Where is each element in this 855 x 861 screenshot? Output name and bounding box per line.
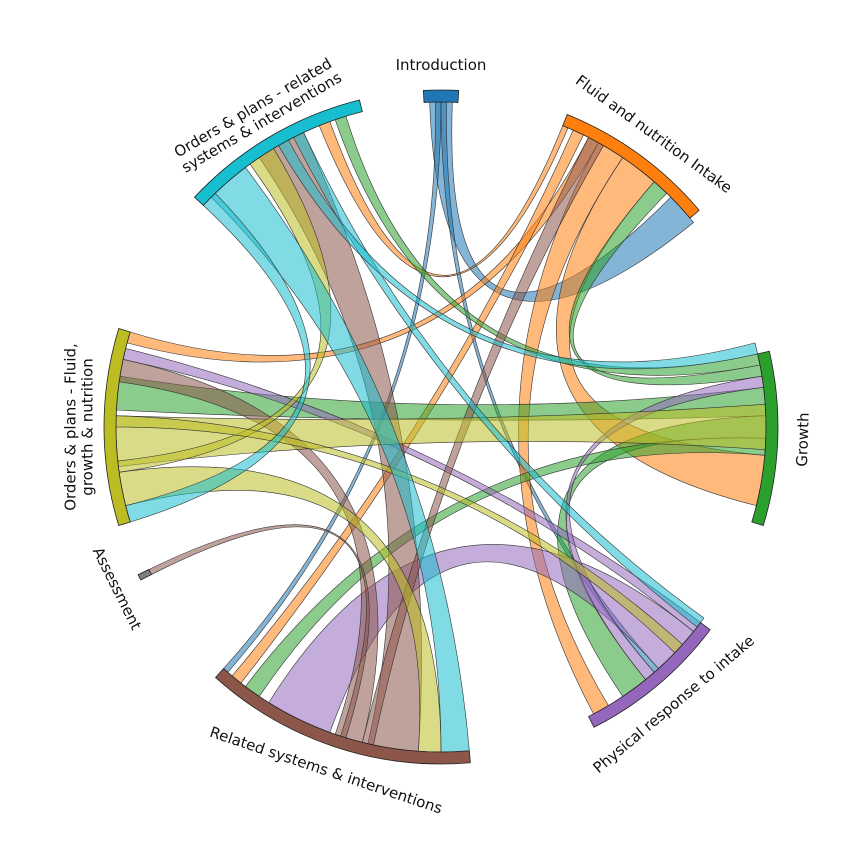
segment-arc-fluid-and-nutrition-intake [562, 114, 700, 219]
segment-arc-orders-plans-related-systems-interventions [193, 99, 363, 206]
segment-label-line: Assessment [89, 544, 145, 633]
segment-arcs [103, 89, 779, 765]
segment-label-line: Growth [792, 412, 812, 467]
segment-label-line: Orders & plans - related [171, 54, 335, 161]
ribbon-orders-plans-related-systems-interventions-to-growth [278, 139, 759, 370]
segment-arc-growth [751, 350, 779, 527]
segment-label-line: growth & nutrition [78, 358, 96, 495]
ribbon-orders-plans-related-systems-interventions-to-physical-response-to-intake [293, 132, 705, 628]
segment-label-orders-plans-fluid-growth-nutrition: Orders & plans - Fluid,growth & nutritio… [61, 343, 96, 511]
chord-ribbons [115, 101, 767, 753]
segment-arc-introduction [422, 89, 460, 103]
segment-arc-related-systems-interventions [214, 667, 471, 765]
segment-label-line: Orders & plans - Fluid, [61, 343, 79, 511]
segment-label-line: Introduction [396, 56, 487, 74]
segment-arc-assessment [137, 568, 152, 581]
segment-label-growth: Growth [792, 412, 812, 467]
segment-label-introduction: Introduction [396, 56, 487, 74]
segment-label-assessment: Assessment [89, 544, 145, 633]
segment-arc-physical-response-to-intake [588, 622, 711, 728]
segment-arc-orders-plans-fluid-growth-nutrition [103, 327, 131, 527]
